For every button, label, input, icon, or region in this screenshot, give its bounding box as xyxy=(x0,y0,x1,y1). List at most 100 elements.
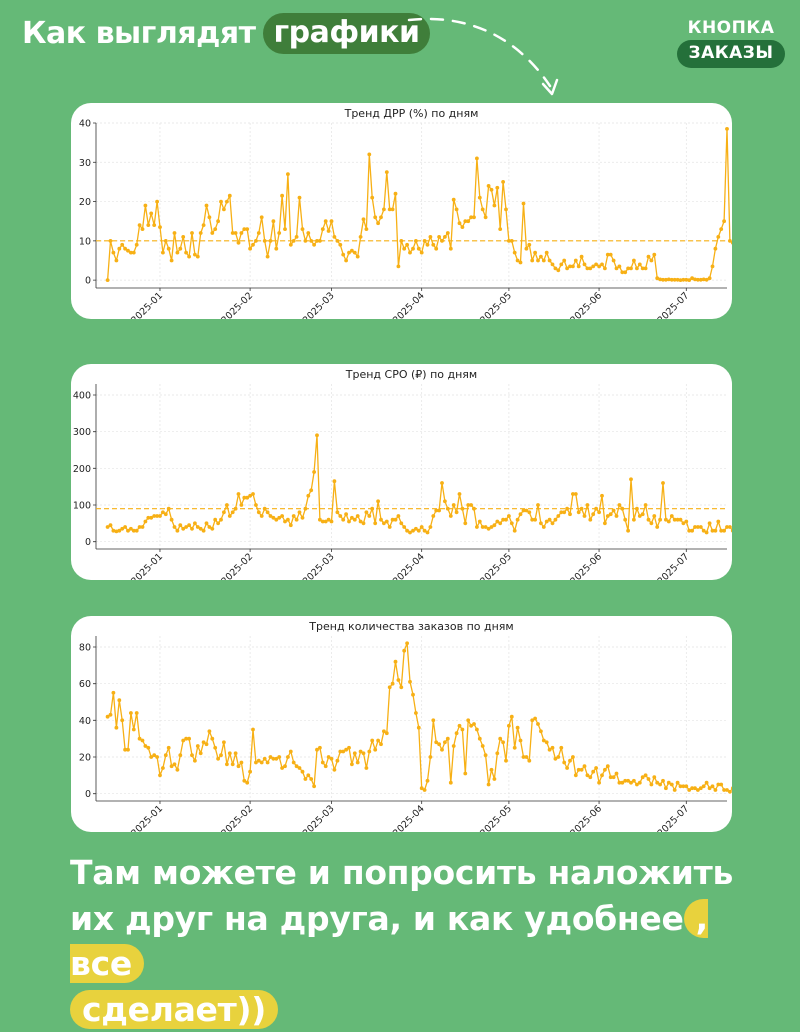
data-point xyxy=(338,749,343,754)
data-point xyxy=(190,753,194,758)
data-point xyxy=(251,242,255,247)
data-point xyxy=(445,736,450,741)
chart-drr: Тренд ДРР (%) по дням 0 10 20 30 40 2025-01 202… xyxy=(79,107,732,319)
data-point xyxy=(166,506,171,511)
data-point xyxy=(341,749,346,754)
data-point xyxy=(649,782,654,787)
data-point xyxy=(585,266,590,271)
data-point xyxy=(236,764,241,769)
data-point xyxy=(626,778,630,783)
data-point xyxy=(393,659,398,664)
data-point xyxy=(332,235,337,239)
data-point xyxy=(451,197,456,202)
data-point xyxy=(477,195,482,200)
data-point xyxy=(364,766,369,770)
data-point xyxy=(219,199,223,204)
data-point xyxy=(376,499,380,504)
data-point xyxy=(248,493,253,498)
data-point xyxy=(137,525,142,529)
data-point xyxy=(681,784,686,789)
data-point xyxy=(207,729,212,734)
data-point xyxy=(358,749,363,754)
data-point xyxy=(512,745,517,750)
data-point xyxy=(600,262,604,267)
data-point xyxy=(541,738,546,743)
data-point xyxy=(184,736,188,741)
data-point xyxy=(541,258,546,263)
data-point xyxy=(262,239,267,243)
data-point xyxy=(382,207,386,212)
data-point xyxy=(111,528,116,533)
data-point xyxy=(515,725,520,730)
data-point xyxy=(437,508,441,513)
data-point xyxy=(320,227,325,231)
data-point xyxy=(315,747,319,752)
data-point xyxy=(588,775,593,780)
data-point xyxy=(475,525,479,529)
data-point xyxy=(710,528,715,533)
data-point xyxy=(222,740,226,745)
data-point xyxy=(323,219,328,224)
y-tick-label: 0 xyxy=(85,537,91,548)
data-point xyxy=(527,242,532,247)
data-point xyxy=(166,246,171,251)
data-point xyxy=(594,262,598,267)
series-line xyxy=(107,642,732,793)
data-point xyxy=(536,503,540,507)
data-point xyxy=(547,747,552,752)
data-point xyxy=(111,690,116,695)
data-point xyxy=(181,235,186,239)
data-point xyxy=(414,239,418,243)
data-point xyxy=(193,252,197,257)
data-point xyxy=(710,784,715,789)
data-point xyxy=(120,242,125,247)
data-point xyxy=(376,221,380,226)
data-point xyxy=(722,528,726,533)
y-tick-label: 40 xyxy=(79,119,91,130)
data-point xyxy=(236,240,241,245)
data-point xyxy=(565,506,569,511)
data-point xyxy=(373,215,378,220)
data-point xyxy=(254,239,258,243)
data-point xyxy=(149,515,154,520)
data-point xyxy=(588,266,593,271)
data-point xyxy=(448,514,453,518)
chart-title: Тренд ДРР (%) по дням xyxy=(344,107,479,120)
data-point xyxy=(390,207,395,212)
data-point xyxy=(608,252,613,257)
data-point xyxy=(591,769,596,774)
data-point xyxy=(527,510,532,515)
data-point xyxy=(396,678,401,682)
data-point xyxy=(408,679,412,684)
data-point xyxy=(477,736,482,741)
data-point xyxy=(698,786,703,791)
data-point xyxy=(416,725,421,730)
data-point xyxy=(315,239,319,243)
data-point xyxy=(550,745,555,750)
data-point xyxy=(384,731,389,736)
data-point xyxy=(306,493,311,498)
data-point xyxy=(672,517,677,522)
data-point xyxy=(137,223,142,227)
data-point xyxy=(352,517,357,522)
data-point xyxy=(268,514,273,518)
data-point xyxy=(227,193,232,198)
data-point xyxy=(312,242,316,247)
data-point xyxy=(518,260,523,265)
data-point xyxy=(684,784,689,789)
data-point xyxy=(300,227,305,231)
data-point xyxy=(681,277,686,282)
data-point xyxy=(576,767,581,772)
data-point xyxy=(216,521,221,526)
data-point xyxy=(582,262,587,267)
data-point xyxy=(594,506,598,511)
data-point xyxy=(693,786,697,791)
data-point xyxy=(329,519,334,524)
data-point xyxy=(434,508,439,513)
data-point xyxy=(725,788,729,792)
data-point xyxy=(425,530,430,535)
data-point xyxy=(300,515,305,520)
data-point xyxy=(562,510,567,515)
data-point xyxy=(222,510,226,515)
data-point xyxy=(605,514,610,518)
